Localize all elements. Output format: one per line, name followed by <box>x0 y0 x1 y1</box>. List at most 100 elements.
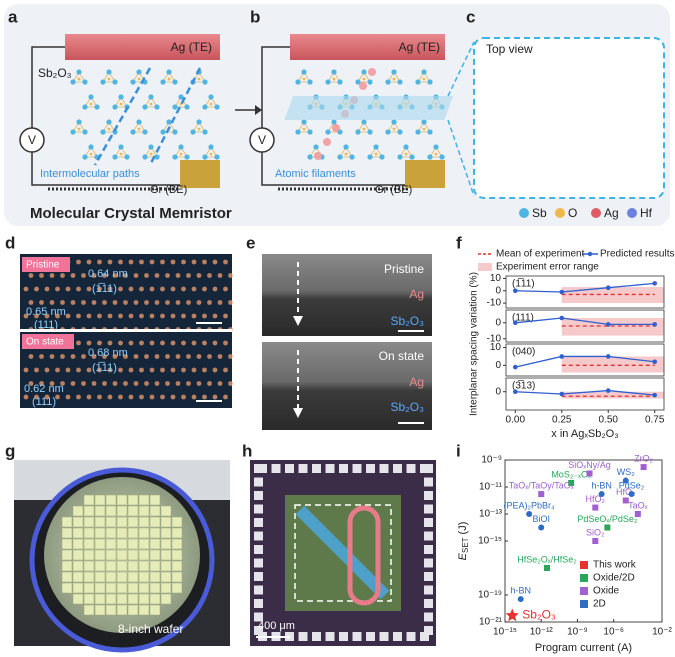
atom-o <box>302 127 306 131</box>
atom-column <box>60 381 65 386</box>
die <box>116 571 128 583</box>
die <box>61 527 73 539</box>
pad <box>254 626 263 635</box>
atom-column <box>28 273 34 278</box>
data-point <box>605 285 611 290</box>
atom-o <box>374 152 378 156</box>
atom-sb <box>70 79 76 85</box>
atom-sb <box>184 154 190 160</box>
atom-o <box>209 152 213 156</box>
atom-sb <box>136 119 142 125</box>
atom-column <box>34 286 39 292</box>
die <box>72 549 84 561</box>
top-electrode <box>65 34 220 60</box>
atom-column <box>86 313 92 319</box>
atom-sb <box>202 129 208 135</box>
atom-column <box>128 340 134 346</box>
atom-o <box>422 127 426 131</box>
die <box>83 604 95 616</box>
atom-column <box>196 273 202 278</box>
atom-column <box>186 273 191 278</box>
atom-column <box>160 367 165 373</box>
atom-sb <box>160 129 166 135</box>
data-point <box>512 364 518 370</box>
atom-column <box>212 394 218 400</box>
atom-o <box>434 152 438 156</box>
atom-column <box>97 286 102 292</box>
atom-sb <box>202 104 208 110</box>
data-point <box>538 524 545 531</box>
x-tick-label: 0.25 <box>552 415 572 426</box>
highlight-line <box>295 505 390 600</box>
panel-label: b <box>250 7 260 26</box>
atom-column <box>23 394 29 400</box>
die <box>127 549 139 561</box>
point-label: BiOI <box>532 514 550 524</box>
atom-column <box>81 354 86 359</box>
atom-sb <box>136 69 142 75</box>
x-tick-label: 10⁻² <box>652 627 672 638</box>
subplot-label: (111) <box>512 313 534 324</box>
pad <box>254 599 263 608</box>
y-axis-label: ESET (J) <box>457 522 470 561</box>
bond <box>417 121 431 133</box>
bond <box>102 71 116 83</box>
bond <box>72 121 86 133</box>
atom-column <box>28 300 34 305</box>
pad <box>325 464 335 473</box>
atom-column <box>212 259 218 265</box>
die <box>105 538 117 550</box>
atom-sb <box>403 144 409 150</box>
atom-column <box>149 367 155 373</box>
predicted-line <box>515 389 655 396</box>
atom-sb <box>82 154 88 160</box>
atom-sb <box>106 69 112 75</box>
chart-f: Mean of experiment Predicted resultsExper… <box>469 249 675 440</box>
atom-sb <box>295 79 301 85</box>
pad <box>298 632 308 641</box>
atom-sb <box>154 104 160 110</box>
atom-column <box>133 381 139 386</box>
atom-sb <box>397 129 403 135</box>
atom-sb <box>178 94 184 100</box>
point-label: h-BN <box>510 585 531 595</box>
atom-sb <box>427 79 433 85</box>
die <box>149 527 161 539</box>
atom-column <box>139 340 144 346</box>
die <box>116 527 128 539</box>
legend-swatch <box>580 574 588 582</box>
point-label: MoS₂₋ₓOₓ <box>551 469 591 479</box>
legend-label: O <box>568 206 577 220</box>
atom-column <box>207 273 212 278</box>
pad <box>254 558 263 568</box>
pad <box>424 572 433 581</box>
legend-swatch <box>580 600 588 608</box>
atom-column <box>23 313 29 319</box>
bond <box>297 121 311 133</box>
top-electrode <box>290 34 445 60</box>
atom-sb <box>70 129 76 135</box>
atom-sb <box>385 129 391 135</box>
pad <box>393 632 402 641</box>
atom-ag <box>323 138 331 146</box>
atom-column <box>228 300 233 305</box>
atom-column <box>44 367 50 373</box>
atom-column <box>186 381 191 386</box>
atom-column <box>170 340 176 346</box>
die <box>149 538 161 550</box>
atom-column <box>217 300 223 305</box>
atom-column <box>70 354 76 359</box>
die <box>72 560 84 572</box>
data-point <box>628 491 635 498</box>
atom-o <box>302 77 306 81</box>
data-point <box>652 359 658 365</box>
panel-label: g <box>5 441 15 460</box>
zoom-line <box>447 41 475 197</box>
atom-column <box>112 300 118 305</box>
pad <box>424 626 433 635</box>
legend-swatch <box>555 208 565 218</box>
atom-column <box>144 381 149 386</box>
atom-column <box>39 300 44 305</box>
atom-column <box>128 259 134 265</box>
atom-column <box>107 394 113 400</box>
